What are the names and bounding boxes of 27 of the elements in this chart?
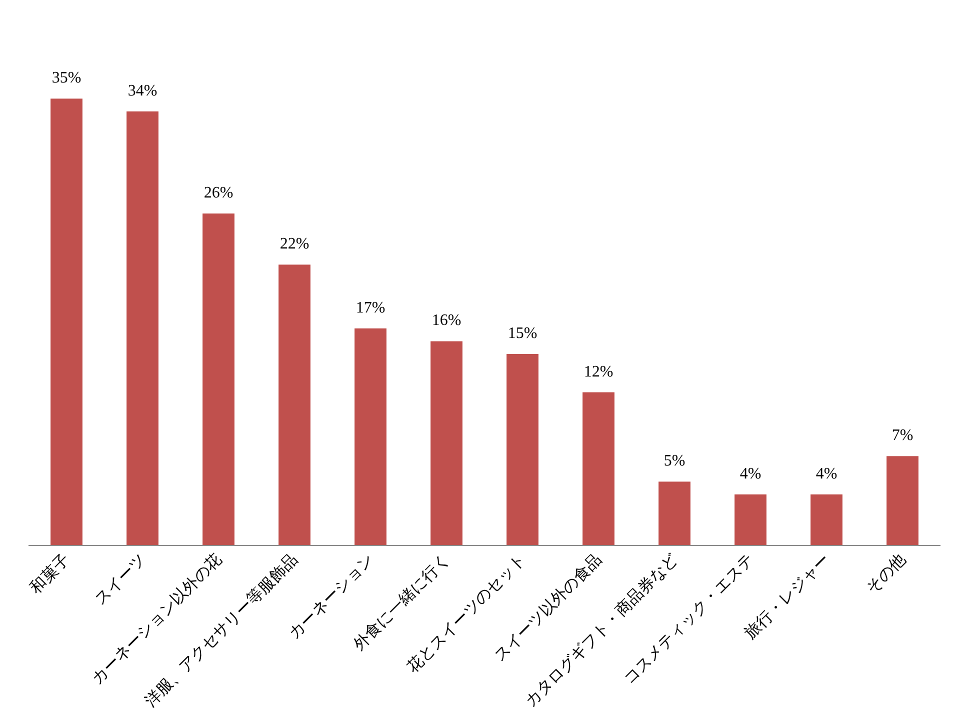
data-label: 4% xyxy=(740,465,762,482)
x-tick-label: その他 xyxy=(862,550,910,598)
bar xyxy=(734,494,766,546)
bar xyxy=(582,392,614,546)
data-label: 17% xyxy=(356,299,386,316)
data-label: 4% xyxy=(816,465,838,482)
x-tick-label: 和菓子 xyxy=(26,550,74,598)
data-label: 26% xyxy=(204,184,234,202)
bar xyxy=(658,482,690,546)
bar xyxy=(430,341,462,546)
bar xyxy=(126,111,158,546)
bar xyxy=(886,456,918,546)
bar xyxy=(50,98,82,546)
bar xyxy=(278,264,310,546)
bar xyxy=(810,494,842,546)
x-tick-label: スイーツ xyxy=(90,550,150,608)
data-label: 16% xyxy=(432,312,462,330)
bar xyxy=(354,328,386,546)
bar xyxy=(202,214,234,546)
data-label: 15% xyxy=(508,324,538,342)
data-label: 22% xyxy=(280,236,310,253)
data-label: 35% xyxy=(52,70,82,87)
data-label: 34% xyxy=(128,82,158,100)
data-label: 7% xyxy=(892,427,914,444)
bar xyxy=(506,354,538,546)
data-label: 12% xyxy=(584,363,614,380)
data-label: 5% xyxy=(664,452,686,470)
